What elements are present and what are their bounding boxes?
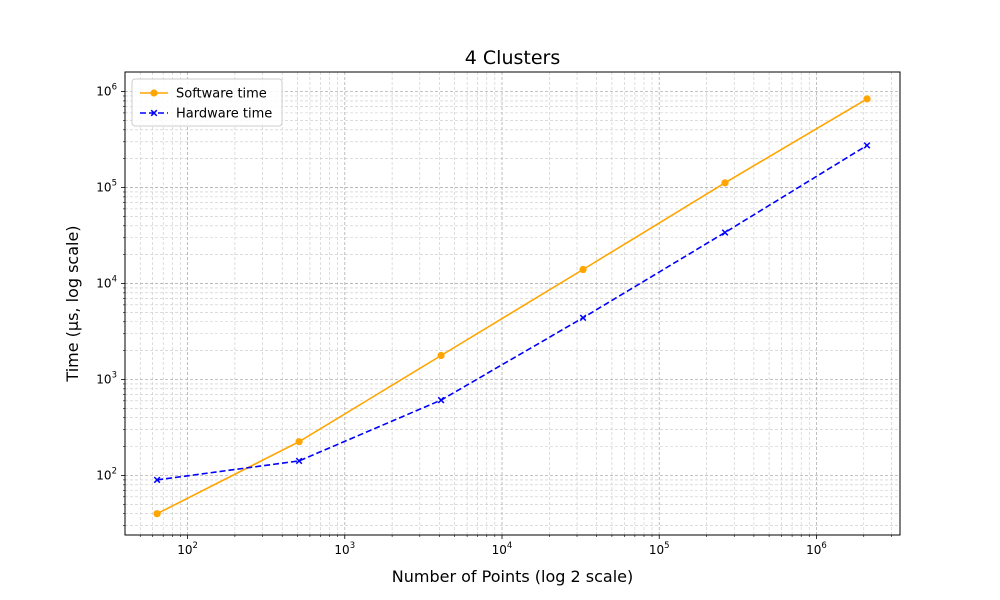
series-0-point <box>437 351 445 360</box>
x-tick-base: 10 <box>806 543 821 557</box>
x-tick-base: 10 <box>334 543 349 557</box>
legend-entry: Software time <box>140 87 267 102</box>
series-0-point <box>863 95 871 103</box>
series-1-point <box>863 142 871 149</box>
y-tick-base: 10 <box>96 181 111 195</box>
y-tick-base: 10 <box>96 85 111 99</box>
legend: Software time Hardware time <box>131 78 283 127</box>
y-tick-base: 10 <box>96 277 111 291</box>
x-tick-exponent: 2 <box>192 541 197 551</box>
x-tick-base: 10 <box>649 543 664 557</box>
y-tick-label: 103 <box>96 371 117 387</box>
x-tick-label: 102 <box>177 541 198 557</box>
series-0-point <box>721 179 729 187</box>
x-axis-ticks: 102 103 104 105 106 <box>139 535 892 557</box>
legend-label: Software time <box>176 87 267 102</box>
x-tick-exponent: 4 <box>507 541 512 551</box>
y-tick-base: 10 <box>96 469 111 483</box>
series-line-0 <box>156 98 868 515</box>
legend-entry: Hardware time <box>140 107 272 122</box>
plot-area-frame <box>124 71 901 536</box>
x-tick-base: 10 <box>177 543 192 557</box>
chart-title: 4 Clusters <box>465 47 560 69</box>
series-1-point <box>437 396 445 404</box>
x-tick-exponent: 5 <box>664 541 669 551</box>
series-1-point <box>153 476 161 484</box>
x-tick-label: 106 <box>806 541 827 557</box>
legend-marker <box>150 109 158 117</box>
series-1-point <box>295 457 303 465</box>
series-0-point <box>295 438 303 446</box>
series-0-point <box>579 265 587 274</box>
x-tick-label: 103 <box>334 541 355 557</box>
y-tick-exponent: 3 <box>112 371 117 381</box>
x-tick-label: 105 <box>649 541 670 557</box>
legend-box <box>131 78 283 127</box>
y-axis-label: Time (µs, log scale) <box>63 225 82 382</box>
minor-gridlines <box>125 72 900 535</box>
y-tick-label: 106 <box>96 83 117 99</box>
y-tick-label: 102 <box>96 467 117 483</box>
x-tick-exponent: 3 <box>350 541 355 551</box>
y-tick-label: 104 <box>96 275 117 291</box>
series-line-1 <box>156 144 868 481</box>
legend-label: Hardware time <box>176 107 272 122</box>
series-layer <box>153 95 871 518</box>
series-1-point <box>579 314 587 322</box>
x-tick-base: 10 <box>492 543 507 557</box>
y-tick-exponent: 6 <box>112 83 117 93</box>
y-tick-label: 105 <box>96 179 117 195</box>
x-tick-exponent: 6 <box>821 541 826 551</box>
series-0-point <box>153 510 161 518</box>
y-tick-exponent: 5 <box>112 179 117 189</box>
major-gridlines <box>125 72 900 535</box>
legend-marker <box>150 89 158 97</box>
x-axis-label: Number of Points (log 2 scale) <box>392 567 633 586</box>
y-tick-exponent: 4 <box>112 275 117 285</box>
y-tick-exponent: 2 <box>112 467 117 477</box>
y-tick-base: 10 <box>96 373 111 387</box>
series-1-point <box>721 229 729 236</box>
x-tick-label: 104 <box>492 541 513 557</box>
